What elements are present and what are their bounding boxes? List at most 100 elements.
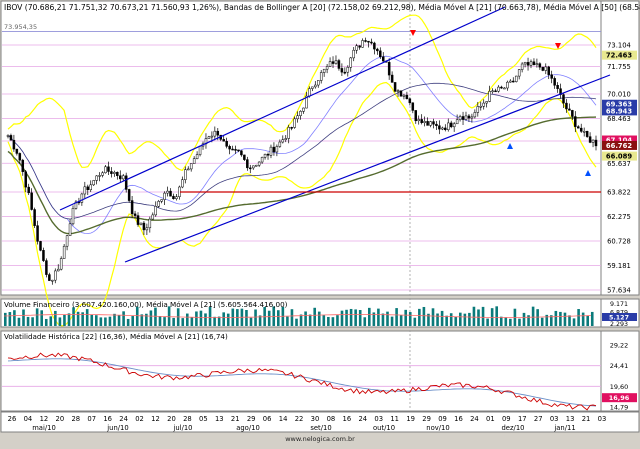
candle-body: [284, 138, 287, 140]
volume-bar: [267, 310, 271, 326]
volume-bar: [113, 313, 116, 326]
candle-body: [467, 115, 471, 119]
candle-body: [547, 66, 550, 75]
value-badge: [602, 99, 637, 109]
volume-bar: [204, 313, 207, 326]
volume-bar: [31, 317, 34, 326]
volume-bar: [63, 314, 66, 326]
candle-body: [337, 60, 341, 69]
candle-body: [266, 153, 270, 156]
volume-bar: [495, 306, 498, 326]
candle-body: [130, 200, 134, 215]
volume-bar: [390, 316, 394, 326]
price-tick-label: 71.755: [607, 63, 631, 71]
candle-body: [116, 171, 119, 176]
volume-bar: [381, 313, 385, 326]
candle-body: [287, 127, 290, 139]
value-badge-label: 67.104: [606, 137, 632, 145]
price-tick-label: 63.822: [607, 189, 631, 197]
candle-body: [328, 61, 332, 67]
volume-bar: [477, 309, 480, 326]
volume-bar: [486, 318, 489, 326]
volume-bar: [395, 308, 398, 326]
volume-bar: [368, 307, 371, 326]
price-header: IBOV (70.686,21 71.751,32 70.673,21 71.5…: [4, 3, 640, 12]
candle-body: [243, 154, 246, 160]
candle-body: [393, 82, 397, 92]
volume-bar: [431, 308, 435, 326]
candle-body: [314, 84, 317, 88]
candle-body: [192, 158, 196, 164]
candle-body: [325, 66, 329, 70]
candle-body: [535, 63, 539, 65]
candle-body: [379, 50, 382, 57]
date-tick-label: 28: [71, 415, 80, 423]
candle-body: [240, 150, 243, 156]
volume-bar: [35, 308, 39, 326]
ma200-line: [7, 116, 597, 235]
volume-bar: [581, 312, 585, 326]
volume-bar: [554, 310, 558, 326]
candle-body: [550, 74, 553, 79]
candle-body: [577, 126, 580, 129]
volume-bar: [117, 315, 121, 326]
vol-hist-axis: 29,22 24,41 19,60 14,79 16,96: [602, 342, 637, 412]
volume-bar: [422, 306, 426, 326]
candle-body: [249, 167, 252, 170]
volume-bar: [245, 309, 248, 326]
candle-body: [565, 102, 568, 110]
candle-body: [6, 135, 10, 137]
candle-body: [92, 180, 95, 186]
volume-bar: [572, 318, 576, 326]
candle-body: [417, 119, 420, 122]
value-badge-label: 72.463: [606, 52, 632, 60]
candle-body: [512, 80, 515, 83]
candle-body: [432, 121, 435, 125]
candle-body: [529, 61, 533, 66]
candle-body: [210, 135, 214, 138]
date-tick-label: 29: [422, 415, 431, 423]
candle-body: [278, 141, 282, 147]
volume-bar: [90, 314, 94, 326]
candle-body: [148, 218, 152, 229]
volume-bar: [468, 312, 471, 326]
candle-body: [260, 157, 264, 163]
red-arrow-icon: [555, 43, 561, 49]
candle-body: [166, 190, 169, 194]
candle-body: [263, 153, 267, 158]
volume-bar: [559, 311, 562, 326]
volume-bar: [145, 313, 148, 326]
volume-bar: [377, 308, 380, 326]
date-tick-label: 30: [311, 415, 320, 423]
bollinger-bands: [7, 14, 597, 327]
candle-body: [18, 153, 22, 161]
blue-arrow-icon: [585, 170, 591, 176]
date-tick-label: 12: [151, 415, 160, 423]
date-tick-label: 24: [470, 415, 479, 423]
volume-bar: [286, 316, 289, 326]
candle-body: [175, 196, 178, 200]
volume-bar: [163, 317, 166, 326]
date-tick-label: 09: [502, 415, 511, 423]
volume-bar: [590, 311, 594, 326]
candle-body: [414, 110, 418, 122]
volume-bar: [190, 317, 194, 326]
volume-bar: [299, 314, 303, 326]
candle-body: [104, 166, 107, 174]
channel-upper: [59, 6, 506, 211]
volume-bar: [408, 312, 412, 326]
candle-body: [553, 78, 556, 86]
candle-body: [355, 45, 358, 51]
candle-body: [33, 209, 36, 226]
candle-body: [237, 149, 240, 152]
candle-body: [195, 154, 199, 159]
value-badge: [602, 106, 637, 116]
month-label: out/10: [373, 424, 395, 432]
volume-bar: [545, 314, 549, 326]
candle-body: [86, 186, 90, 191]
candle-body: [591, 139, 595, 143]
candle-body: [517, 69, 521, 77]
